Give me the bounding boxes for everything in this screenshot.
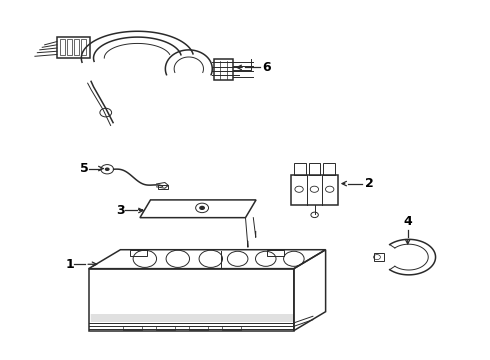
Text: 1: 1 [65, 258, 74, 271]
Bar [158, 185, 168, 189]
Bar [156, 327, 175, 330]
Bar [57, 37, 90, 58]
Bar [81, 40, 86, 55]
Circle shape [199, 206, 205, 210]
Bar [222, 327, 242, 330]
Bar [309, 163, 320, 175]
Bar [373, 253, 384, 261]
Text: 2: 2 [365, 177, 373, 190]
Bar [74, 40, 79, 55]
Bar [189, 327, 208, 330]
Bar [267, 251, 284, 256]
Bar [294, 163, 306, 175]
Text: 5: 5 [80, 162, 89, 175]
Bar [130, 251, 147, 256]
Text: 3: 3 [117, 204, 125, 217]
Bar [123, 327, 143, 330]
Bar [67, 40, 72, 55]
Bar [323, 163, 335, 175]
Bar [292, 175, 338, 205]
Circle shape [105, 167, 110, 171]
Bar [89, 269, 294, 330]
Bar [60, 40, 65, 55]
Bar [214, 59, 233, 80]
Text: 6: 6 [262, 61, 271, 74]
Text: 4: 4 [403, 215, 412, 228]
